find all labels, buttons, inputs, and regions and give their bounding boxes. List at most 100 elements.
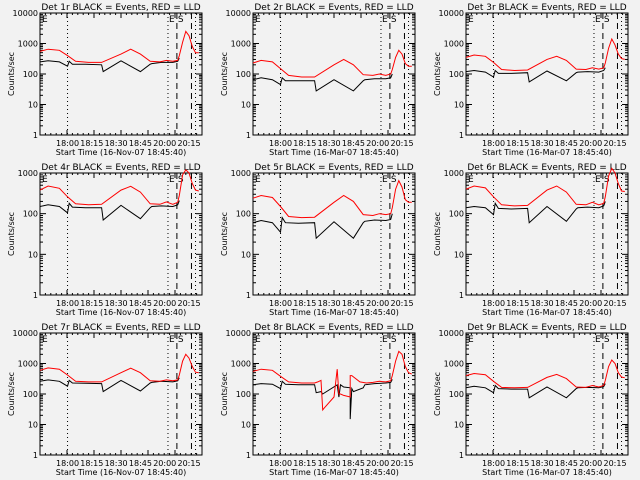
marker-label-s: S	[604, 15, 610, 25]
x-tick-label: 20:15	[604, 139, 627, 148]
marker-label-e: E	[468, 175, 474, 185]
y-tick-label: 100	[23, 390, 38, 399]
y-tick-label: 1000	[444, 360, 464, 369]
marker-label-e: E	[255, 15, 261, 25]
marker-label-s: S	[178, 175, 184, 185]
x-tick-label: 18:00	[269, 459, 292, 468]
y-tick-label: 1000	[18, 40, 38, 49]
marker-label-e: E	[42, 335, 48, 345]
y-axis-label: Counts/sec	[220, 52, 229, 96]
y-tick-label: 1	[459, 131, 464, 140]
x-tick-label: 18:15	[80, 299, 103, 308]
y-tick-label: 10000	[439, 329, 464, 338]
series-lld	[465, 359, 625, 389]
y-tick-label: 10	[28, 250, 38, 259]
x-tick-label: 18:45	[129, 139, 152, 148]
y-axis-label: Counts/sec	[220, 212, 229, 256]
y-tick-label: 10000	[439, 9, 464, 18]
x-tick-label: 20:00	[366, 299, 389, 308]
series-lld	[252, 350, 412, 412]
plot-frame	[39, 332, 203, 456]
marker-label-e: E	[169, 175, 175, 185]
series-lld	[39, 353, 199, 383]
y-tick-label: 100	[23, 210, 38, 219]
x-tick-label: 18:45	[342, 459, 365, 468]
chart-title: Det 7r BLACK = Events, RED = LLD	[41, 323, 200, 333]
marker-label-s: S	[391, 15, 397, 25]
chart-title: Det 9r BLACK = Events, RED = LLD	[467, 323, 626, 333]
y-axis-label: Counts/sec	[7, 372, 16, 416]
y-tick-label: 100	[236, 390, 251, 399]
y-tick-label: 10000	[226, 329, 251, 338]
y-tick-label: 10	[454, 250, 464, 259]
plot-frame	[465, 12, 629, 136]
x-tick-label: 20:15	[604, 459, 627, 468]
x-tick-label: 20:00	[579, 459, 602, 468]
x-tick-label: 20:00	[366, 139, 389, 148]
y-tick-label: 100	[449, 70, 464, 79]
marker-label-s: S	[391, 335, 397, 345]
x-tick-label: 20:15	[178, 459, 201, 468]
x-tick-label: 18:45	[342, 299, 365, 308]
y-tick-label: 100	[23, 70, 38, 79]
series-events	[252, 73, 393, 92]
x-tick-label: 20:15	[391, 459, 414, 468]
marker-label-e: E	[169, 15, 175, 25]
x-tick-label: 18:30	[531, 459, 554, 468]
marker-label-e: E	[595, 15, 601, 25]
y-tick-label: 1000	[231, 360, 251, 369]
series-events	[39, 57, 180, 73]
marker-label-s: S	[604, 335, 610, 345]
y-tick-label: 1000	[231, 40, 251, 49]
x-tick-label: 18:15	[80, 139, 103, 148]
x-tick-label: 18:15	[293, 459, 316, 468]
y-tick-label: 100	[236, 210, 251, 219]
y-tick-label: 100	[449, 390, 464, 399]
y-tick-label: 1	[33, 131, 38, 140]
series-events	[39, 200, 180, 221]
y-tick-label: 100	[449, 210, 464, 219]
x-tick-label: 18:45	[342, 139, 365, 148]
y-tick-label: 10	[28, 101, 38, 110]
y-tick-label: 1	[459, 291, 464, 300]
x-axis-label: Start Time (16-Nov-07 18:45:40)	[56, 308, 186, 317]
x-tick-label: 18:30	[531, 139, 554, 148]
x-tick-label: 18:45	[129, 299, 152, 308]
x-tick-label: 18:45	[129, 459, 152, 468]
y-tick-label: 1000	[231, 169, 251, 178]
marker-label-e: E	[42, 15, 48, 25]
marker-label-e: E	[468, 15, 474, 25]
x-axis-label: Start Time (16-Mar-07 18:45:40)	[269, 308, 399, 317]
x-tick-label: 18:30	[318, 459, 341, 468]
series-events	[465, 383, 606, 399]
x-tick-label: 20:00	[153, 459, 176, 468]
marker-label-e: E	[169, 335, 175, 345]
x-tick-label: 20:15	[178, 299, 201, 308]
marker-label-e: E	[382, 335, 388, 345]
marker-label-s: S	[178, 335, 184, 345]
x-axis-label: Start Time (16-Mar-07 18:45:40)	[482, 308, 612, 317]
marker-label-e: E	[255, 175, 261, 185]
x-tick-label: 18:30	[318, 139, 341, 148]
series-lld	[39, 30, 199, 63]
series-events	[465, 201, 606, 224]
x-tick-label: 20:15	[391, 139, 414, 148]
marker-label-e: E	[468, 335, 474, 345]
y-tick-label: 10	[454, 101, 464, 110]
x-tick-label: 18:45	[555, 139, 578, 148]
series-lld	[465, 167, 625, 207]
marker-label-s: S	[178, 15, 184, 25]
x-tick-label: 18:00	[56, 139, 79, 148]
y-tick-label: 10	[241, 101, 251, 110]
x-tick-label: 20:00	[366, 459, 389, 468]
marker-label-e: E	[255, 335, 261, 345]
marker-label-e: E	[595, 335, 601, 345]
x-axis-label: Start Time (16-Mar-07 18:45:40)	[269, 148, 399, 157]
